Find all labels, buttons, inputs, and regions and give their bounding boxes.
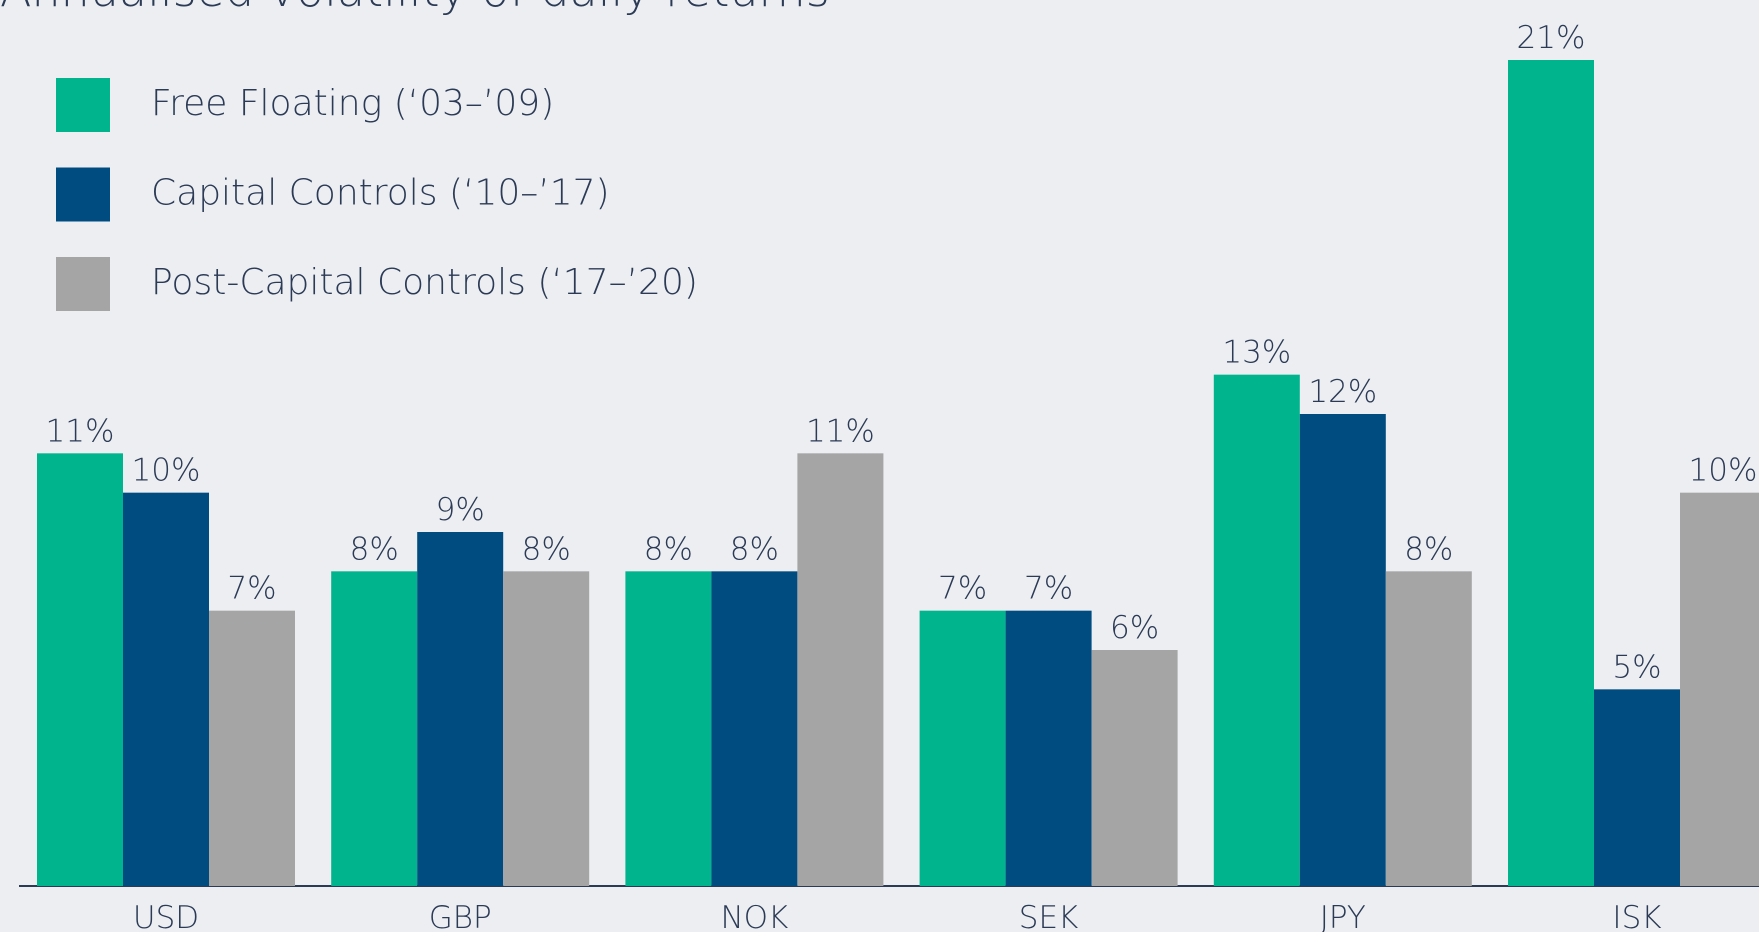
- bar: [711, 571, 798, 886]
- value-label: 10%: [132, 453, 201, 489]
- value-label: 5%: [1612, 649, 1661, 685]
- legend-swatch: [56, 257, 110, 311]
- x-tick-label: JPY: [1320, 900, 1366, 932]
- bar: [625, 571, 712, 886]
- value-label: 13%: [1222, 335, 1291, 371]
- value-label: 9%: [436, 492, 485, 528]
- value-label: 8%: [644, 531, 693, 567]
- legend-label: Capital Controls (‘10–’17): [151, 173, 610, 214]
- bar: [1680, 492, 1759, 886]
- bar: [417, 532, 504, 886]
- bar: [1594, 689, 1680, 886]
- value-label: 7%: [938, 571, 987, 607]
- value-label: 11%: [806, 413, 875, 449]
- value-label: 8%: [522, 531, 571, 567]
- x-tick-label: SEK: [1019, 900, 1079, 932]
- value-label: 8%: [1404, 531, 1453, 567]
- legend-swatch: [56, 167, 110, 222]
- value-label: 12%: [1308, 374, 1377, 410]
- chart-title: Annualised volatility of daily returns: [0, 0, 830, 17]
- x-tick-label: USD: [133, 900, 199, 932]
- value-label: 11%: [46, 413, 115, 449]
- bar: [797, 453, 884, 886]
- bar: [1508, 60, 1594, 886]
- bar: [1299, 414, 1386, 886]
- value-label: 6%: [1110, 610, 1159, 646]
- bar: [919, 610, 1006, 886]
- x-tick-label: ISK: [1612, 900, 1661, 932]
- legend-swatch: [56, 78, 110, 132]
- bar: [331, 571, 418, 886]
- bar: [1091, 650, 1178, 886]
- bar: [1005, 610, 1092, 886]
- x-tick-label: GBP: [429, 900, 492, 932]
- x-tick-label: NOK: [720, 900, 788, 932]
- bar: [1213, 374, 1300, 886]
- bar: [123, 492, 209, 886]
- value-label: 7%: [227, 571, 276, 607]
- value-label: 8%: [730, 531, 779, 567]
- bar: [37, 453, 123, 886]
- value-label: 10%: [1689, 453, 1758, 489]
- bar: [209, 610, 295, 886]
- value-label: 21%: [1517, 20, 1586, 56]
- legend-label: Post-Capital Controls (‘17–’20): [151, 262, 698, 303]
- bar: [1385, 571, 1472, 886]
- value-label: 7%: [1024, 571, 1073, 607]
- value-label: 8%: [350, 531, 399, 567]
- legend-label: Free Floating (‘03–’09): [151, 83, 554, 124]
- bar: [503, 571, 590, 886]
